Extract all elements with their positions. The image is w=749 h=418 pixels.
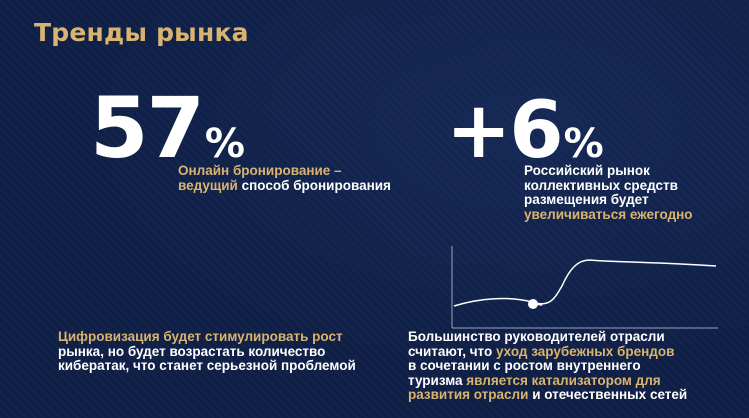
caption-text: способ бронирования (237, 177, 391, 193)
caption-highlight: увеличиваться ежегодно (524, 206, 693, 222)
caption-line: Российский рынок (524, 163, 650, 178)
caption-line: ведущий способ бронирования (178, 177, 438, 194)
block-line-highlight: Цифровизация будет стимулировать рост (58, 329, 343, 344)
block-line: Большинство руководителей отрасли (408, 329, 665, 344)
block-highlight: уход зарубежных брендов (495, 343, 675, 359)
block-line: рынка, но будет возрастать количество (58, 343, 326, 359)
stat-value: 57 (90, 79, 205, 177)
stat-online-booking: 57% (90, 86, 245, 170)
caption-line: Онлайн бронирование – (178, 163, 342, 178)
stat-value: +6 (446, 86, 564, 176)
industry-leaders-block: Большинство руководителей отрасли считаю… (408, 329, 708, 403)
block-line: развития отрасли и отечественных сетей (408, 387, 708, 403)
stat-market-growth-caption: Российский рынок коллективных средств ра… (524, 163, 724, 222)
block-text: и отечественных сетей (528, 387, 688, 402)
block-highlight: развития отрасли (408, 387, 529, 402)
page-title: Тренды рынка (34, 18, 249, 47)
digitalization-block: Цифровизация будет стимулировать рост ры… (58, 329, 378, 374)
block-text: туризма (408, 372, 467, 388)
caption-highlight: ведущий (178, 177, 238, 193)
chart-highlight-dot (528, 299, 538, 309)
stat-unit: % (204, 121, 245, 167)
caption-line: коллективных средств (524, 177, 678, 193)
block-line: кибератак, что станет серьезной проблемо… (58, 358, 356, 373)
block-highlight: является катализатором для (466, 372, 661, 388)
stat-unit: % (563, 121, 604, 167)
block-line: считают, что уход зарубежных брендов (408, 343, 708, 360)
chart-curve (453, 259, 717, 307)
stat-market-growth: +6% (446, 92, 604, 170)
block-line: туризма является катализатором для (408, 372, 708, 389)
caption-line: размещения будет (524, 192, 649, 207)
growth-curve-icon (451, 246, 718, 329)
block-text: считают, что (408, 343, 496, 359)
block-line: в сочетании с ростом внутреннего (408, 358, 641, 373)
stat-online-booking-caption: Онлайн бронирование – ведущий способ бро… (178, 163, 438, 194)
